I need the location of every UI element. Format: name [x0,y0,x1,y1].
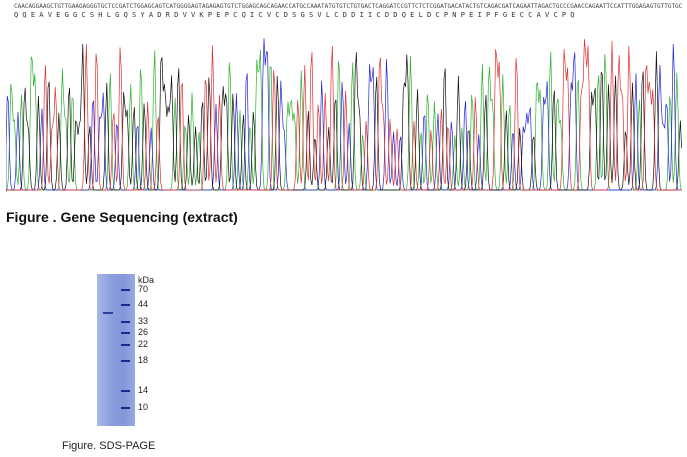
protein-sequence: Q Q E A V E G G C S H L G Q S Y A D R D … [14,11,575,19]
trace-g [6,43,682,192]
marker-band [121,289,130,291]
kda-unit-label: kDa [138,275,155,285]
marker-label: 44 [138,299,149,309]
sequencing-caption: Figure . Gene Sequencing (extract) [6,209,238,225]
marker-band [121,390,130,392]
marker-label: 33 [138,316,149,326]
sds-page-gel [97,274,135,426]
sds-page-caption: Figure. SDS-PAGE [62,440,156,452]
sequencing-chromatogram: CAACAGGAAGCTGTTGAAGAGGGTGCTCCGATCTGGAGCA… [6,2,682,198]
sequencing-traces [6,38,682,192]
marker-label: 70 [138,284,149,294]
marker-band [121,304,130,306]
marker-label: 10 [138,402,149,412]
marker-band [121,407,130,409]
marker-label: 18 [138,355,149,365]
dna-sequence: CAACAGGAAGCTGTTGAAGAGGGTGCTCCGATCTGGAGCA… [14,3,682,10]
marker-band [121,332,130,334]
marker-band [121,360,130,362]
marker-band [121,344,130,346]
marker-band [121,321,130,323]
marker-label: 14 [138,385,149,395]
trace-c [6,38,682,192]
sample-band [103,312,113,314]
marker-label: 22 [138,339,149,349]
marker-label: 26 [138,327,149,337]
trace-t [6,39,682,192]
